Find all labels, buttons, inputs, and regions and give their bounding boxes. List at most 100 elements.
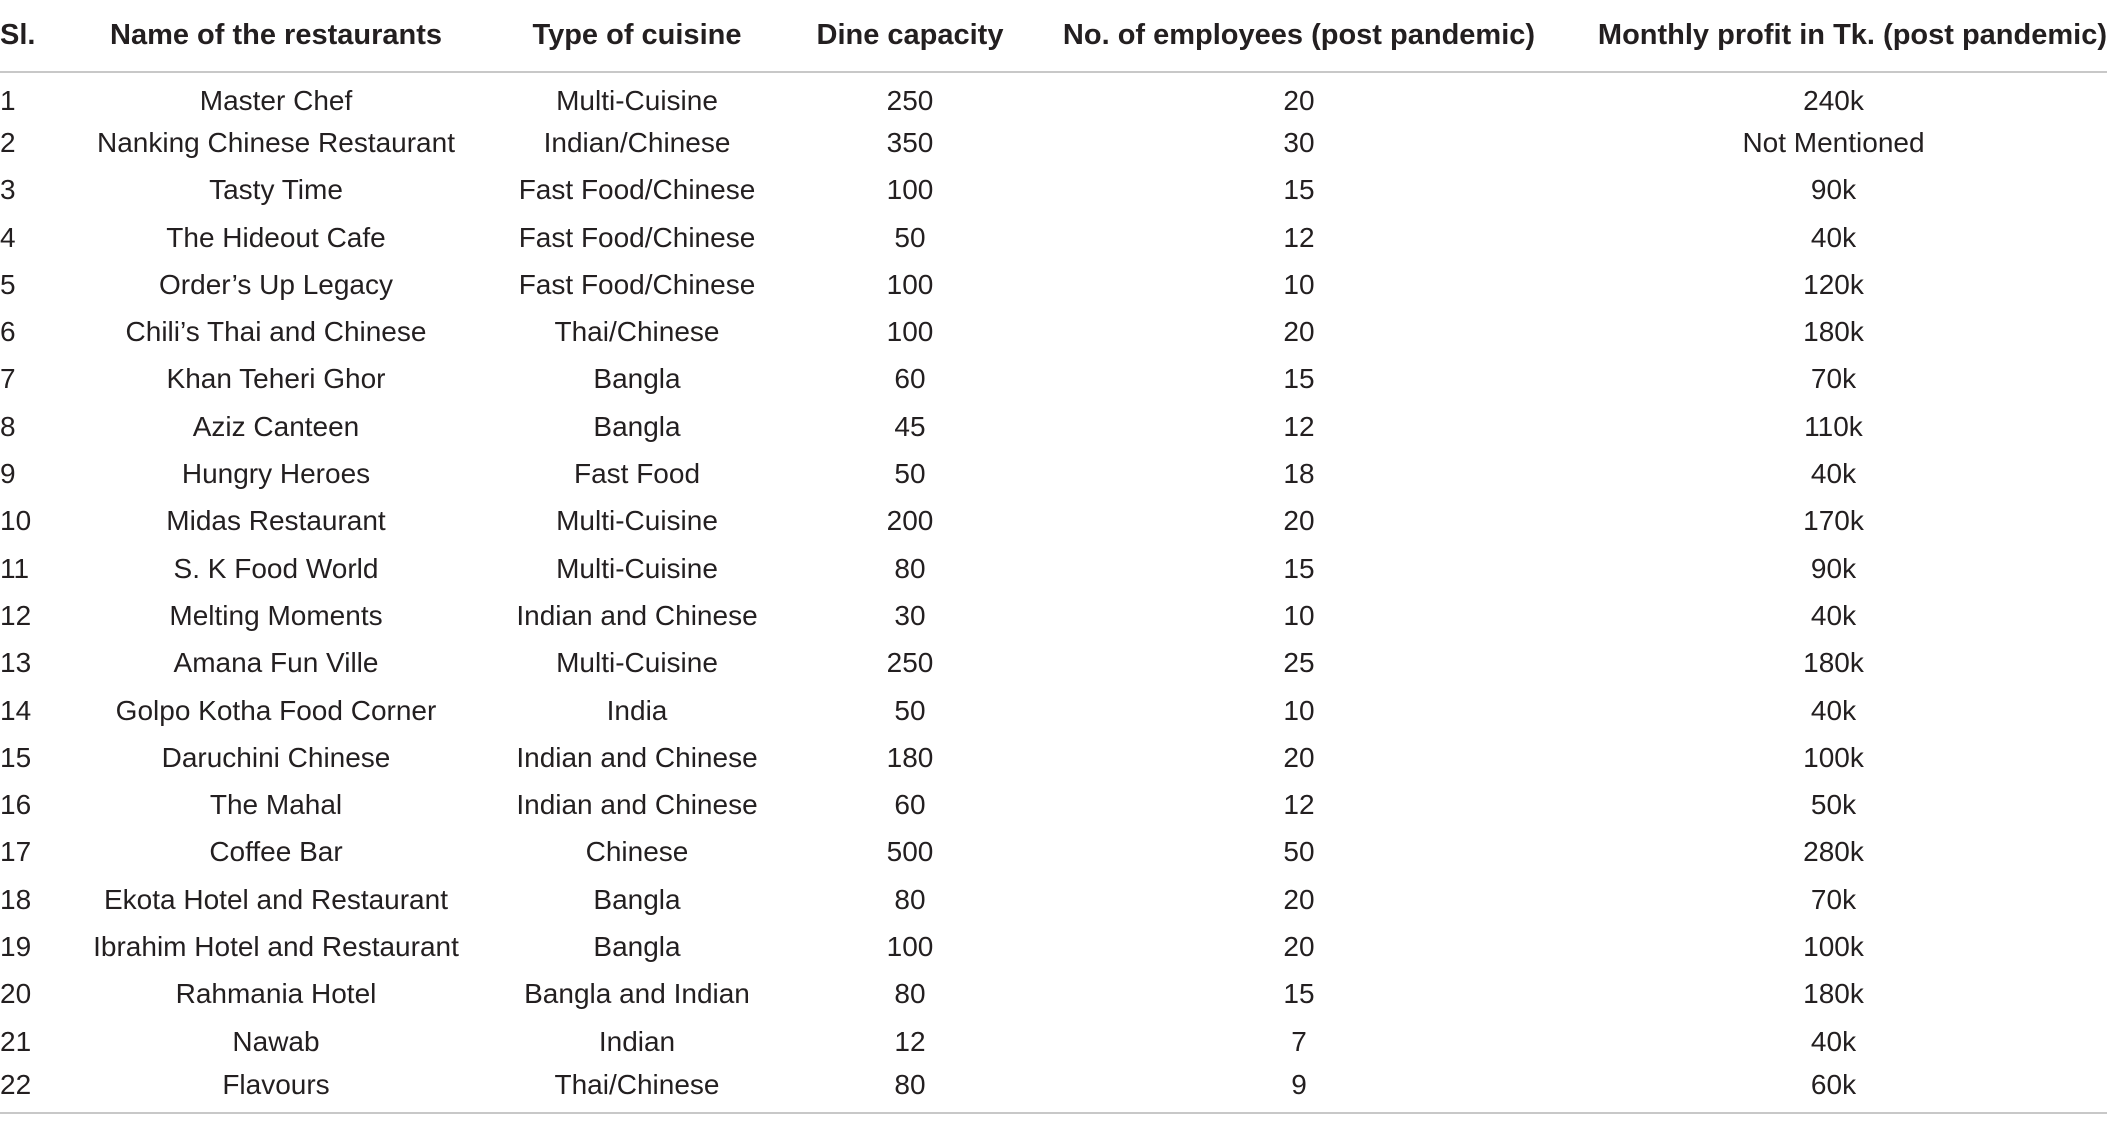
cell-dine-capacity: 50 [894, 694, 926, 726]
cell-employees: 10 [1283, 599, 1315, 631]
cell-cuisine-type: Multi-Cuisine [556, 647, 718, 679]
cell-employees: 20 [1283, 505, 1315, 537]
cell-dine-capacity: 200 [886, 505, 934, 537]
cell-serial: 18 [0, 883, 32, 915]
header-employees: No. of employees (post pandemic) [1038, 0, 1560, 73]
cell-serial: 21 [0, 1025, 32, 1057]
cell-monthly-profit: 280k [1803, 836, 1864, 868]
cell-cuisine-type: Bangla [593, 930, 681, 962]
table-row: 21 Nawab Indian 12 7 40k [0, 1018, 2107, 1065]
table-row: 15 Daruchini Chinese Indian and Chinese 180… [0, 734, 2107, 781]
cell-serial: 5 [0, 268, 16, 300]
cell-serial: 13 [0, 647, 32, 679]
cell-restaurant-name: The Hideout Cafe [166, 221, 386, 253]
table-row: 4 The Hideout Cafe Fast Food/Chinese 50 12 40… [0, 214, 2107, 261]
cell-employees: 20 [1283, 316, 1315, 348]
cell-monthly-profit: 70k [1810, 883, 1857, 915]
table-row: 13 Amana Fun Ville Multi-Cuisine 250 25 180k [0, 640, 2107, 687]
cell-serial: 17 [0, 836, 32, 868]
cell-cuisine-type: Multi-Cuisine [556, 552, 718, 584]
cell-monthly-profit: 180k [1803, 647, 1864, 679]
cell-monthly-profit: 40k [1810, 599, 1857, 631]
cell-cuisine-type: Bangla [593, 410, 681, 442]
cell-monthly-profit: 120k [1803, 268, 1864, 300]
cell-restaurant-name: Rahmania Hotel [175, 978, 377, 1010]
cell-dine-capacity: 60 [894, 363, 926, 395]
cell-monthly-profit: 90k [1810, 552, 1857, 584]
cell-restaurant-name: Ekota Hotel and Restaurant [104, 883, 448, 915]
cell-employees: 12 [1283, 410, 1315, 442]
cell-monthly-profit: 100k [1803, 741, 1864, 773]
cell-employees: 12 [1283, 789, 1315, 821]
cell-dine-capacity: 250 [886, 85, 934, 117]
cell-cuisine-type: Fast Food/Chinese [518, 221, 756, 253]
cell-monthly-profit: 180k [1803, 316, 1864, 348]
cell-dine-capacity: 180 [886, 741, 934, 773]
cell-cuisine-type: Fast Food/Chinese [518, 268, 756, 300]
cell-monthly-profit: 240k [1803, 85, 1864, 117]
cell-monthly-profit: 60k [1560, 1065, 2107, 1114]
cell-serial: 4 [0, 221, 16, 253]
cell-dine-capacity: 100 [886, 268, 934, 300]
cell-employees: 25 [1283, 647, 1315, 679]
cell-restaurant-name: Midas Restaurant [166, 505, 386, 537]
cell-cuisine-type: Multi-Cuisine [556, 85, 718, 117]
cell-dine-capacity: 45 [894, 410, 926, 442]
table-row: 6 Chili’s Thai and Chinese Thai/Chinese 100… [0, 308, 2107, 355]
table-row: 5 Order’s Up Legacy Fast Food/Chinese 100 10… [0, 261, 2107, 308]
cell-monthly-profit: 40k [1810, 1025, 1857, 1057]
cell-employees: 15 [1283, 552, 1315, 584]
header-cuisine-type: Type of cuisine [492, 0, 782, 73]
header-restaurant-name: Name of the restaurants [60, 0, 492, 73]
cell-cuisine-type: Indian and Chinese [516, 599, 758, 631]
cell-dine-capacity: 100 [886, 174, 934, 206]
cell-restaurant-name: The Mahal [209, 789, 343, 821]
cell-serial: 10 [0, 505, 32, 537]
cell-serial: 1 [0, 85, 16, 117]
cell-restaurant-name: Master Chef [199, 85, 353, 117]
cell-monthly-profit: 90k [1810, 174, 1857, 206]
table-row: 20 Rahmania Hotel Bangla and Indian 80 15 180… [0, 971, 2107, 1018]
cell-restaurant-name: Nawab [232, 1025, 320, 1057]
cell-restaurant-name: Hungry Heroes [181, 458, 371, 490]
table-row: 19 Ibrahim Hotel and Restaurant Bangla 100 2… [0, 923, 2107, 970]
cell-employees: 30 [1283, 126, 1315, 158]
table-row: 10 Midas Restaurant Multi-Cuisine 200 20 170k [0, 498, 2107, 545]
cell-dine-capacity: 60 [894, 789, 926, 821]
table-row: 14 Golpo Kotha Food Corner India 50 10 40k [0, 687, 2107, 734]
cell-cuisine-type: Thai/Chinese [492, 1065, 782, 1114]
cell-dine-capacity: 80 [782, 1065, 1038, 1114]
cell-employees: 15 [1283, 978, 1315, 1010]
cell-cuisine-type: Indian [598, 1025, 676, 1057]
cell-serial: 3 [0, 174, 16, 206]
cell-dine-capacity: 12 [894, 1025, 926, 1057]
cell-serial: 20 [0, 978, 32, 1010]
cell-cuisine-type: Bangla [593, 363, 681, 395]
cell-monthly-profit: 110k [1804, 410, 1863, 442]
table-row: 8 Aziz Canteen Bangla 45 12 110k [0, 403, 2107, 450]
cell-employees: 9 [1038, 1065, 1560, 1114]
cell-dine-capacity: 100 [886, 316, 934, 348]
cell-cuisine-type: Fast Food/Chinese [518, 174, 756, 206]
cell-employees: 10 [1283, 694, 1315, 726]
cell-serial: 15 [0, 741, 32, 773]
table-row: 3 Tasty Time Fast Food/Chinese 100 15 90k [0, 167, 2107, 214]
cell-employees: 20 [1283, 883, 1315, 915]
table-row: 17 Coffee Bar Chinese 500 50 280k [0, 829, 2107, 876]
cell-serial: 16 [0, 789, 32, 821]
cell-serial: 8 [0, 410, 16, 442]
cell-employees: 18 [1283, 458, 1315, 490]
table-row: 9 Hungry Heroes Fast Food 50 18 40k [0, 450, 2107, 497]
cell-serial: 14 [0, 694, 32, 726]
cell-monthly-profit: 70k [1810, 363, 1857, 395]
cell-dine-capacity: 50 [894, 221, 926, 253]
cell-cuisine-type: Thai/Chinese [554, 316, 720, 348]
cell-monthly-profit: 50k [1810, 789, 1857, 821]
cell-cuisine-type: India [606, 694, 668, 726]
table-row: 1 Master Chef Multi-Cuisine 250 20 240k [0, 72, 2107, 119]
cell-employees: 20 [1283, 85, 1315, 117]
cell-dine-capacity: 350 [886, 126, 934, 158]
cell-serial: 9 [0, 458, 16, 490]
cell-cuisine-type: Bangla and Indian [524, 978, 750, 1010]
cell-employees: 10 [1283, 268, 1315, 300]
